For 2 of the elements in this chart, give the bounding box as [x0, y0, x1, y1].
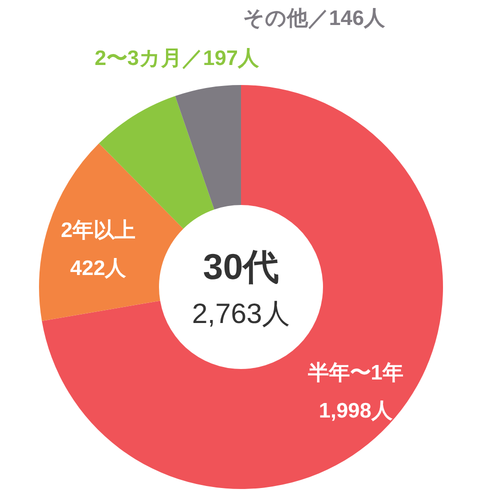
subtitle: 2,763人	[192, 298, 290, 329]
title: 30代	[202, 246, 280, 287]
